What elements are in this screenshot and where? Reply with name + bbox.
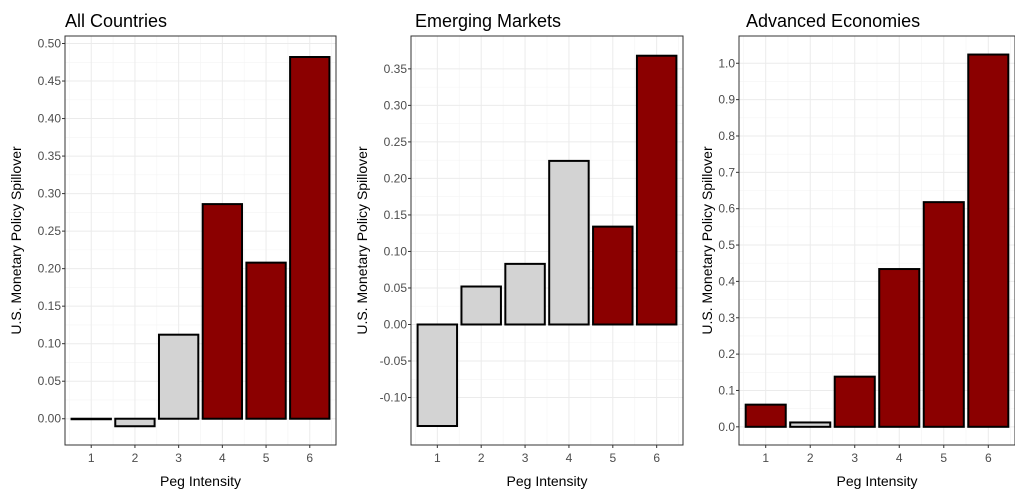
x-axis-label: Peg Intensity <box>507 473 588 489</box>
y-tick-label: 0.35 <box>384 62 408 76</box>
y-tick-label: 0.15 <box>38 299 62 313</box>
panel-border <box>64 35 337 446</box>
chart-title: Emerging Markets <box>415 11 561 31</box>
x-tick-label: 6 <box>306 451 313 465</box>
x-tick-label: 2 <box>132 451 139 465</box>
panel-border <box>738 35 1015 446</box>
y-tick-label: 0.15 <box>384 208 408 222</box>
x-tick-label: 5 <box>940 451 947 465</box>
chart-title: All Countries <box>65 11 167 31</box>
chart-panel-1: 0.00 0.05 0.10 0.15 0.20 0.25 0.30 0.35 0.40 0.45… <box>8 11 337 489</box>
y-tick-label: 0.00 <box>384 317 408 331</box>
bar-peg-5 <box>922 201 965 428</box>
x-tick-label: 2 <box>807 451 814 465</box>
y-tick-label: 0.35 <box>38 149 62 163</box>
chart-panel-2: -0.10 -0.05 0.00 0.05 0.10 0.15 0.20 0.25 0.30 0.… <box>354 11 684 489</box>
y-tick-label: 0.10 <box>384 244 408 258</box>
bar-peg-6 <box>635 54 678 326</box>
y-tick-label: 0.40 <box>38 112 62 126</box>
y-tick-label: 0.50 <box>38 37 62 51</box>
x-tick-label: 3 <box>175 451 182 465</box>
bar-peg-6 <box>967 53 1010 428</box>
y-tick-label: 0.30 <box>384 98 408 112</box>
y-tick-label: 0.05 <box>384 281 408 295</box>
y-axis-label: U.S. Monetary Policy Spillover <box>354 146 370 335</box>
x-tick-label: 5 <box>263 451 270 465</box>
x-tick-label: 4 <box>566 451 573 465</box>
bar-peg-6 <box>289 56 331 420</box>
bar-peg-4 <box>201 203 244 420</box>
bar-peg-2 <box>114 417 156 428</box>
x-tick-label: 2 <box>478 451 485 465</box>
y-tick-label: 0.3 <box>718 311 735 325</box>
y-tick-label: -0.05 <box>380 354 408 368</box>
bar-peg-3 <box>157 333 200 420</box>
bar-peg-5 <box>592 225 634 326</box>
panel-border <box>410 35 684 446</box>
x-tick-label: 4 <box>219 451 226 465</box>
bar-peg-4 <box>878 268 921 428</box>
y-tick-label: 0.25 <box>384 135 408 149</box>
bar-peg-2 <box>460 285 502 326</box>
y-tick-label: 0.25 <box>38 224 62 238</box>
y-tick-label: 0.20 <box>384 171 408 185</box>
y-tick-label: 0.5 <box>718 238 735 252</box>
x-tick-label: 6 <box>653 451 660 465</box>
y-tick-label: 0.9 <box>718 93 735 107</box>
y-tick-label: 1.0 <box>718 56 735 70</box>
y-tick-label: 0.1 <box>718 383 735 397</box>
y-tick-label: 0.0 <box>718 420 735 434</box>
y-tick-label: -0.10 <box>380 391 408 405</box>
x-axis-label: Peg Intensity <box>160 473 241 489</box>
bar-peg-1 <box>70 417 112 421</box>
y-tick-label: 0.6 <box>718 202 735 216</box>
y-tick-label: 0.4 <box>718 274 735 288</box>
chart-panel-3: 0.0 0.1 0.2 0.3 0.4 0.5 0.6 0.7 0.8 0.9 1.0 1 2 3 4 5 6 A… <box>699 11 1015 489</box>
x-tick-label: 1 <box>88 451 95 465</box>
y-tick-label: 0.05 <box>38 374 62 388</box>
x-tick-label: 3 <box>522 451 529 465</box>
bar-peg-1 <box>744 403 787 428</box>
x-axis-label: Peg Intensity <box>837 473 918 489</box>
bar-peg-5 <box>245 261 287 420</box>
bar-peg-4 <box>548 159 590 326</box>
x-tick-label: 3 <box>851 451 858 465</box>
x-tick-label: 1 <box>434 451 441 465</box>
chart-title: Advanced Economies <box>746 11 920 31</box>
y-tick-label: 0.8 <box>718 129 735 143</box>
y-axis-label: U.S. Monetary Policy Spillover <box>699 146 715 335</box>
bar-peg-2 <box>789 421 832 428</box>
y-tick-label: 0.45 <box>38 74 62 88</box>
y-tick-label: 0.7 <box>718 165 735 179</box>
y-tick-label: 0.30 <box>38 187 62 201</box>
y-tick-label: 0.10 <box>38 337 62 351</box>
x-tick-label: 1 <box>762 451 769 465</box>
y-tick-label: 0.20 <box>38 262 62 276</box>
bar-peg-3 <box>504 262 546 326</box>
y-tick-label: 0.2 <box>718 347 735 361</box>
x-tick-label: 4 <box>896 451 903 465</box>
bar-peg-3 <box>833 375 876 428</box>
bar-peg-1 <box>416 323 459 428</box>
y-axis-label: U.S. Monetary Policy Spillover <box>8 146 24 335</box>
x-tick-label: 6 <box>985 451 992 465</box>
x-tick-label: 5 <box>609 451 616 465</box>
y-tick-label: 0.00 <box>38 412 62 426</box>
